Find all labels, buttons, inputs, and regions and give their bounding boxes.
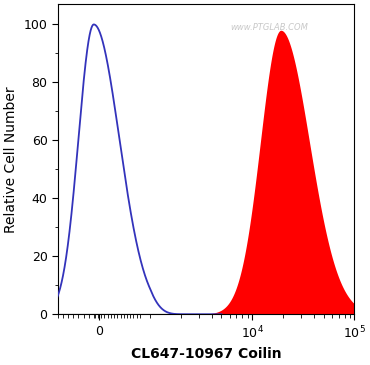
X-axis label: CL647-10967 Coilin: CL647-10967 Coilin xyxy=(131,347,282,361)
Y-axis label: Relative Cell Number: Relative Cell Number xyxy=(4,86,18,233)
Text: www.PTGLAB.COM: www.PTGLAB.COM xyxy=(230,23,308,32)
